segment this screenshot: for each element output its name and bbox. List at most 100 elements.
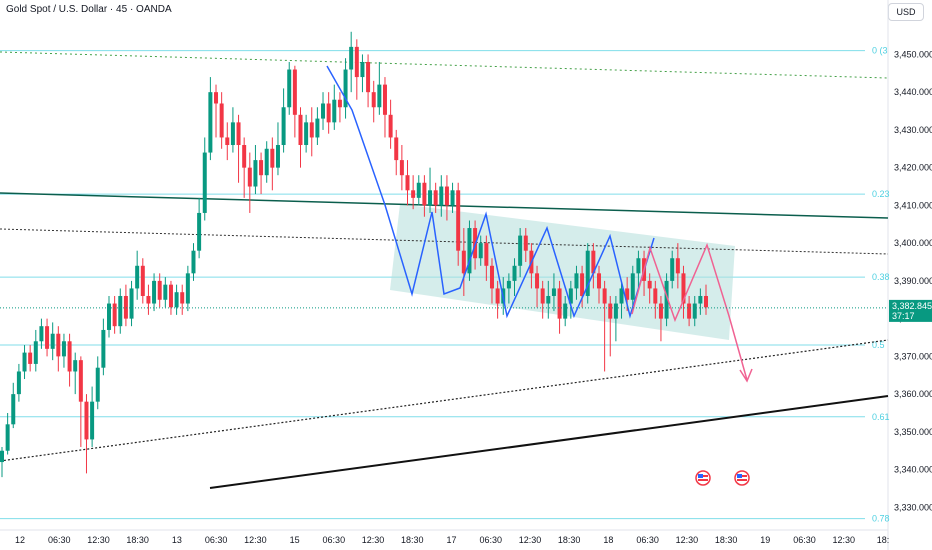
candle[interactable] bbox=[489, 258, 494, 304]
event-flag-us[interactable] bbox=[695, 470, 711, 486]
candle[interactable] bbox=[523, 228, 528, 263]
candle[interactable] bbox=[574, 265, 579, 300]
candle[interactable] bbox=[602, 280, 607, 372]
candle[interactable] bbox=[230, 107, 235, 153]
candle[interactable] bbox=[22, 345, 27, 380]
candle[interactable] bbox=[112, 295, 117, 334]
candle[interactable] bbox=[157, 273, 162, 308]
candle[interactable] bbox=[394, 129, 399, 176]
candle[interactable] bbox=[343, 58, 348, 119]
candle[interactable] bbox=[140, 258, 145, 304]
mid-dotted-trendline[interactable] bbox=[0, 228, 889, 255]
candle[interactable] bbox=[354, 39, 359, 100]
candle[interactable] bbox=[653, 280, 658, 319]
candle[interactable] bbox=[304, 114, 309, 153]
candle[interactable] bbox=[129, 280, 134, 327]
candle[interactable] bbox=[360, 54, 365, 93]
candle[interactable] bbox=[67, 333, 72, 387]
candle[interactable] bbox=[219, 92, 224, 149]
candle[interactable] bbox=[647, 273, 652, 304]
time-axis[interactable]: 12 06:30 12:30 18:30 13 06:30 12:30 15 06:30 12:3… bbox=[0, 529, 889, 545]
candle[interactable] bbox=[428, 167, 433, 213]
candle[interactable] bbox=[107, 295, 112, 338]
event-flag-us[interactable] bbox=[734, 470, 750, 486]
candle[interactable] bbox=[518, 228, 523, 278]
candle[interactable] bbox=[411, 175, 416, 210]
candle[interactable] bbox=[163, 277, 168, 308]
candle[interactable] bbox=[135, 250, 140, 300]
candle[interactable] bbox=[202, 137, 207, 221]
candle[interactable] bbox=[512, 258, 517, 296]
candle[interactable] bbox=[146, 284, 151, 315]
upper-dotted-trendline[interactable] bbox=[0, 51, 889, 79]
candle[interactable] bbox=[670, 250, 675, 289]
candle[interactable] bbox=[377, 61, 382, 115]
candle[interactable] bbox=[444, 175, 449, 221]
candle[interactable] bbox=[321, 92, 326, 130]
candle[interactable] bbox=[704, 284, 708, 315]
candle[interactable] bbox=[292, 65, 297, 138]
candle[interactable] bbox=[698, 288, 703, 315]
candle[interactable] bbox=[580, 265, 585, 308]
candle[interactable] bbox=[214, 84, 219, 138]
candle[interactable] bbox=[439, 175, 444, 217]
candle[interactable] bbox=[326, 92, 331, 134]
candle[interactable] bbox=[557, 280, 562, 334]
candle[interactable] bbox=[118, 288, 123, 334]
candle[interactable] bbox=[0, 446, 4, 478]
resistance-trendline[interactable] bbox=[0, 192, 889, 219]
candle[interactable] bbox=[535, 265, 540, 308]
candle[interactable] bbox=[563, 295, 568, 327]
candle[interactable] bbox=[191, 243, 196, 281]
candle[interactable] bbox=[596, 265, 601, 304]
candle[interactable] bbox=[495, 280, 500, 319]
candle[interactable] bbox=[287, 61, 292, 115]
candle[interactable] bbox=[152, 273, 157, 312]
candle[interactable] bbox=[613, 295, 618, 342]
candle[interactable] bbox=[450, 182, 455, 213]
candle[interactable] bbox=[309, 107, 314, 157]
candle[interactable] bbox=[185, 265, 190, 312]
candle[interactable] bbox=[208, 77, 213, 161]
candle[interactable] bbox=[50, 322, 55, 361]
candle[interactable] bbox=[382, 77, 387, 138]
candle[interactable] bbox=[264, 141, 269, 183]
candle[interactable] bbox=[349, 31, 354, 93]
candle[interactable] bbox=[664, 273, 669, 327]
candle[interactable] bbox=[681, 265, 686, 319]
blue-wave-path[interactable] bbox=[326, 65, 655, 319]
candle[interactable] bbox=[259, 152, 264, 195]
candle[interactable] bbox=[180, 284, 185, 315]
candle[interactable] bbox=[388, 99, 393, 149]
candle[interactable] bbox=[33, 329, 38, 372]
candle[interactable] bbox=[197, 197, 202, 259]
candle[interactable] bbox=[101, 318, 106, 376]
candle[interactable] bbox=[16, 363, 21, 402]
candle[interactable] bbox=[39, 318, 44, 349]
candle[interactable] bbox=[242, 137, 247, 198]
candle[interactable] bbox=[630, 265, 635, 308]
candle[interactable] bbox=[506, 273, 511, 304]
candle[interactable] bbox=[608, 295, 613, 357]
candle[interactable] bbox=[456, 182, 461, 266]
candle[interactable] bbox=[298, 107, 303, 168]
candle[interactable] bbox=[174, 284, 179, 315]
candle[interactable] bbox=[619, 280, 624, 319]
fib-retracement[interactable]: 0 (3 0.23 0.38 0.5 0.61 0.78 bbox=[0, 46, 890, 524]
support-dotted-trendline[interactable] bbox=[0, 339, 889, 462]
candle[interactable] bbox=[61, 333, 66, 368]
candle[interactable] bbox=[56, 326, 61, 372]
candle[interactable] bbox=[270, 137, 275, 191]
candle[interactable] bbox=[5, 412, 10, 455]
candle[interactable] bbox=[433, 182, 438, 213]
candle[interactable] bbox=[337, 92, 342, 123]
candle[interactable] bbox=[484, 235, 489, 281]
candle[interactable] bbox=[422, 175, 427, 217]
candle[interactable] bbox=[236, 114, 241, 183]
candle[interactable] bbox=[591, 243, 596, 289]
candle[interactable] bbox=[247, 152, 252, 213]
candle[interactable] bbox=[551, 273, 556, 312]
candle[interactable] bbox=[281, 88, 286, 153]
price-axis[interactable]: 3,330.000 3,340.000 3,350.000 3,360.000 3,37… bbox=[887, 0, 932, 550]
